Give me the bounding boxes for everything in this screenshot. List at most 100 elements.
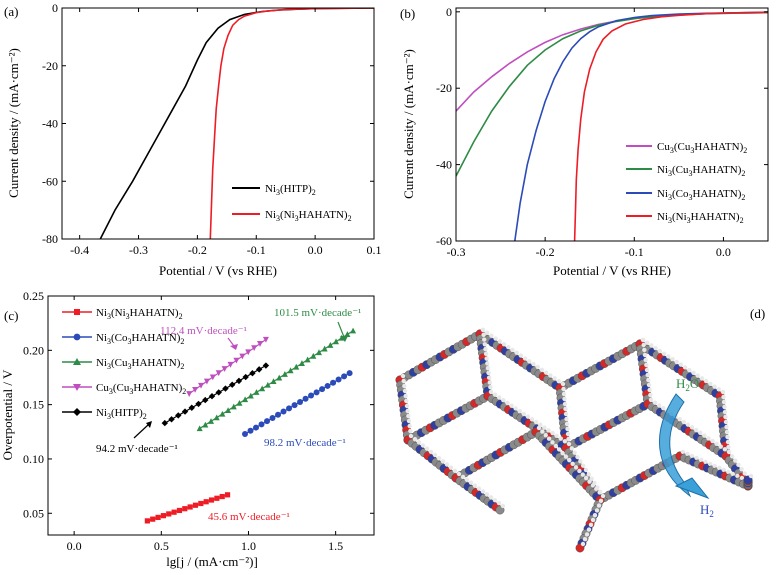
data-point <box>150 516 156 522</box>
panel-a-legend: Ni3(HITP)2 Ni3(Ni3HAHATN)2 <box>232 183 352 223</box>
legend-sub: 2 <box>182 387 186 396</box>
data-point <box>182 506 188 512</box>
legend-sub: 3 <box>129 387 133 396</box>
framework-atom-h <box>726 449 732 455</box>
framework-atom-h <box>424 446 430 451</box>
fit-line <box>147 494 228 522</box>
series-line-0 <box>99 8 374 239</box>
legend-sub: 2 <box>179 312 183 321</box>
framework-atom-h <box>739 466 744 472</box>
framework-atom-h <box>562 401 568 407</box>
framework-atom-h <box>448 465 454 470</box>
legend-text: (HITP) <box>280 183 312 195</box>
framework-atom-h <box>412 436 418 442</box>
panel-label-b: (b) <box>400 6 415 21</box>
legend-text: HAHATN) <box>299 209 348 221</box>
data-point <box>280 408 287 415</box>
framework-atom-h <box>485 365 491 371</box>
legend-marker-triangle-up <box>73 358 81 365</box>
legend-marker-circle <box>73 333 81 341</box>
annotation-hitp: 94.2 mV·decade⁻¹ <box>96 443 178 455</box>
framework-atom-h <box>556 378 561 384</box>
framework-atom-h <box>722 447 728 452</box>
framework-atom-h <box>716 387 721 392</box>
framework-atom-h <box>748 473 754 479</box>
framework-atom-h <box>531 361 536 367</box>
framework-atom-h <box>543 370 549 375</box>
framework-atom-h <box>521 411 527 417</box>
legend-sub: 2 <box>743 146 747 155</box>
framework-atom-h <box>406 418 412 424</box>
data-point <box>258 421 265 428</box>
framework-atom-h <box>481 332 486 337</box>
framework-atom-h <box>405 408 410 414</box>
data-point <box>275 411 282 418</box>
framework-atom-h <box>708 381 713 386</box>
framework-atom-h <box>592 513 598 518</box>
framework-atom-h <box>657 403 662 408</box>
legend-text: Ni <box>96 357 107 369</box>
framework-atom-h <box>721 399 727 405</box>
panel-d: (d) H2O H2 <box>395 306 765 553</box>
data-point <box>327 342 334 348</box>
legend-sub: 3 <box>128 337 132 346</box>
y-tick-label: 0.10 <box>23 452 44 466</box>
legend-sub: 2 <box>143 412 147 421</box>
label-h2o-end: O <box>690 376 699 391</box>
legend-text: Ni <box>96 407 107 419</box>
scatter-series-3 <box>186 336 269 397</box>
framework-atom-h <box>564 421 570 427</box>
data-point <box>198 382 205 389</box>
svg-text:Ni3(Ni3HAHATN)2: Ni3(Ni3HAHATN)2 <box>657 211 744 225</box>
data-point <box>227 361 234 368</box>
framework-atom-h <box>641 342 646 348</box>
framework-atom-h <box>733 458 738 463</box>
legend-sub: 3 <box>126 312 130 321</box>
data-point <box>215 370 222 377</box>
legend-text: HAHATN) <box>133 382 182 394</box>
data-point <box>195 400 202 408</box>
framework-atom-h <box>720 389 726 395</box>
framework-atom-h <box>583 475 589 481</box>
data-point <box>346 370 353 377</box>
framework-atom-h <box>510 347 515 353</box>
panel-c-legend: Ni3(Ni3HAHATN)2 Ni3(Co3HAHATN)2 Ni3(Cu3H… <box>62 307 186 421</box>
framework-atom-h <box>402 388 408 394</box>
legend-text: Ni <box>96 307 107 319</box>
legend-marker-square <box>74 309 80 315</box>
data-point <box>225 407 232 414</box>
legend-item-ni3-hitp2: Ni3(HITP)2 <box>62 407 147 421</box>
data-point <box>203 378 210 385</box>
framework-atom-h <box>691 370 696 376</box>
panel-b: -0.3 -0.2 -0.1 0.0 0 -20 -40 -60 (b) Potential … <box>400 5 769 278</box>
data-point <box>203 499 209 505</box>
data-point <box>315 349 322 356</box>
legend-sub: 2 <box>348 214 352 223</box>
framework-atom-h <box>572 450 577 455</box>
svg-text:Ni3(Co3HAHATN)2: Ni3(Co3HAHATN)2 <box>96 332 184 346</box>
svg-text:Ni3(HITP)2: Ni3(HITP)2 <box>265 183 316 197</box>
legend-item-ni3-cu3hahatn2: Ni3(Cu3HAHATN)2 <box>626 164 745 178</box>
data-point <box>219 493 225 500</box>
data-point <box>222 385 229 392</box>
data-point <box>297 398 304 405</box>
framework-atom-h <box>535 364 540 370</box>
framework-atom-h <box>460 474 466 480</box>
legend-text: (Ni <box>672 211 687 223</box>
svg-text:Ni3(HITP)2: Ni3(HITP)2 <box>96 407 147 421</box>
framework-atom-h <box>488 495 494 500</box>
legend-text: HAHATN) <box>694 141 743 153</box>
framework-linker <box>403 389 494 445</box>
framework-atom-h <box>464 477 470 483</box>
legend-sub: 3 <box>107 362 111 371</box>
data-point <box>253 424 260 431</box>
legend-sub: 2 <box>180 337 184 346</box>
framework-atom-h <box>480 489 486 494</box>
framework-atom-h <box>693 427 699 433</box>
framework-atom-h <box>553 443 559 449</box>
legend-sub: 3 <box>295 214 299 223</box>
legend-item-ni3-co3hahatn2: Ni3(Co3HAHATN)2 <box>626 188 745 202</box>
framework-atom-h <box>456 471 462 477</box>
x-tick-label: -0.3 <box>447 245 466 259</box>
